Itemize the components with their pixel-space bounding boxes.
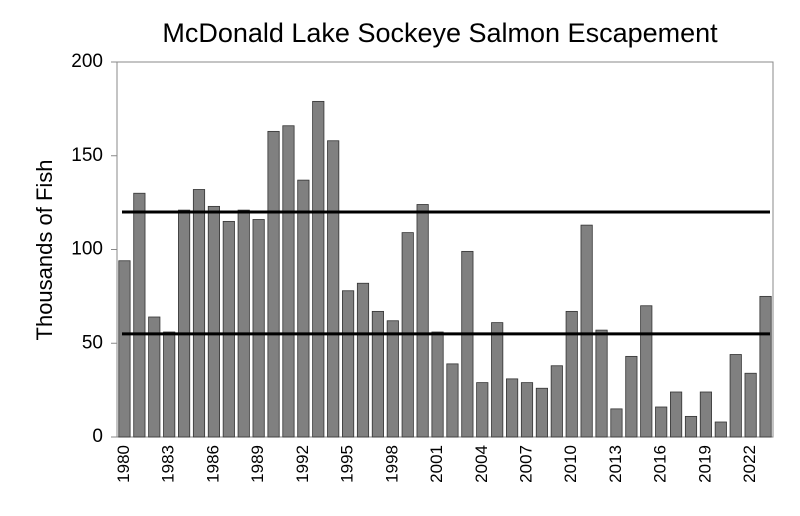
- bar: [222, 220, 235, 438]
- bar: [520, 382, 534, 438]
- y-tick-label: 0: [92, 426, 103, 447]
- bar: [386, 320, 399, 438]
- x-tick-label: 2016: [651, 445, 670, 483]
- bar: [580, 224, 593, 438]
- bar: [744, 372, 757, 438]
- bar: [192, 189, 206, 438]
- x-tick-label: 2010: [561, 445, 580, 483]
- x-tick-label: 1986: [203, 445, 222, 483]
- bar: [207, 205, 220, 438]
- x-tick-label: 1983: [159, 445, 178, 483]
- bar: [476, 382, 489, 438]
- bar: [729, 354, 742, 438]
- bar: [759, 295, 772, 438]
- bar: [655, 406, 668, 438]
- bar: [684, 415, 698, 438]
- bar: [342, 290, 355, 438]
- bar: [133, 192, 146, 438]
- x-tick-label: 2022: [740, 445, 759, 483]
- x-tick-label: 2001: [427, 445, 446, 483]
- bar: [356, 282, 370, 438]
- bar: [178, 209, 191, 438]
- bar: [163, 331, 176, 438]
- y-axis-label: Thousands of Fish: [32, 160, 57, 341]
- bar: [610, 408, 623, 438]
- bar: [267, 130, 280, 438]
- x-tick-label: 1992: [293, 445, 312, 483]
- x-tick-label: 2019: [695, 445, 714, 483]
- bar: [491, 322, 504, 438]
- bar: [565, 310, 578, 438]
- bar: [252, 219, 265, 438]
- y-tick-label: 200: [71, 51, 103, 72]
- bar: [282, 125, 295, 438]
- bar: [148, 316, 161, 438]
- bar: [625, 355, 638, 438]
- x-tick-label: 1998: [382, 445, 401, 483]
- y-tick-label: 150: [71, 145, 103, 166]
- bar: [297, 179, 310, 438]
- y-tick-label: 50: [82, 332, 103, 353]
- bar: [118, 260, 131, 438]
- x-tick-label: 1989: [248, 445, 267, 483]
- bar: [699, 391, 712, 438]
- x-tick-label: 1995: [338, 445, 357, 483]
- bar: [640, 305, 653, 438]
- bar: [714, 421, 727, 438]
- x-tick-label: 2013: [606, 445, 625, 483]
- bar: [237, 209, 250, 438]
- bar: [312, 100, 325, 438]
- bar: [461, 250, 474, 438]
- bar: [371, 310, 384, 438]
- x-tick-label: 2004: [472, 445, 491, 483]
- chart-title: McDonald Lake Sockeye Salmon Escapement: [162, 18, 718, 48]
- x-tick-label: 1980: [114, 445, 133, 483]
- bar: [416, 204, 429, 438]
- bar: [595, 329, 608, 438]
- bar: [670, 391, 683, 438]
- x-tick-label: 2007: [516, 445, 535, 483]
- bar: [327, 140, 340, 438]
- bar: [535, 387, 548, 438]
- y-tick-label: 100: [71, 239, 103, 260]
- bar: [550, 365, 563, 438]
- bar: [446, 363, 459, 438]
- bar: [431, 331, 444, 438]
- bar: [506, 378, 519, 438]
